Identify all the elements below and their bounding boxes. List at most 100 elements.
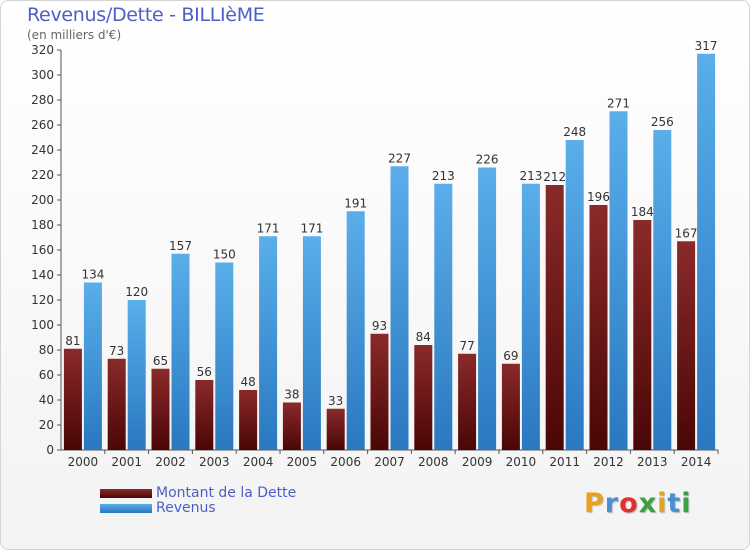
data-label-debt: 212 xyxy=(543,170,566,184)
logo-letter: P xyxy=(584,488,605,519)
bar-debt xyxy=(282,402,301,450)
bars: 81 134 73 120 65 157 56 150 48 171 38 171 33 191 93 227… xyxy=(63,39,718,450)
data-label-revenus: 227 xyxy=(388,151,411,165)
y-tick-label: 120 xyxy=(31,293,54,307)
x-tick-label: 2006 xyxy=(330,455,361,469)
bar-revenus xyxy=(609,111,628,450)
data-label-revenus: 317 xyxy=(695,39,718,53)
data-label-revenus: 256 xyxy=(651,115,674,129)
y-tick-label: 260 xyxy=(31,118,54,132)
data-label-revenus: 213 xyxy=(519,169,542,183)
logo-letter: t xyxy=(667,488,682,519)
data-label-debt: 167 xyxy=(675,226,698,240)
x-tick-label: 2010 xyxy=(506,455,537,469)
data-label-debt: 56 xyxy=(197,365,212,379)
bar-revenus xyxy=(565,140,584,450)
data-label-revenus: 120 xyxy=(125,285,148,299)
y-axis: 0 20 40 60 80 100 120 140 160 180 200 220 240 260 280 3… xyxy=(31,43,62,457)
chart-subtitle: (en milliers d'€) xyxy=(27,28,122,42)
legend-item-revenus: Revenus xyxy=(100,501,296,516)
data-label-revenus: 134 xyxy=(81,268,104,282)
data-label-revenus: 171 xyxy=(257,221,280,235)
bar-revenus xyxy=(259,236,278,450)
x-tick-label: 2011 xyxy=(549,455,580,469)
y-tick-label: 100 xyxy=(31,318,54,332)
x-tick-label: 2014 xyxy=(681,455,712,469)
y-tick-label: 300 xyxy=(31,68,54,82)
bar-debt xyxy=(677,241,696,450)
data-label-revenus: 191 xyxy=(344,196,367,210)
bar-debt xyxy=(107,358,126,450)
x-tick-label: 2007 xyxy=(374,455,405,469)
bar-debt xyxy=(239,390,258,450)
logo-letter: i xyxy=(657,488,668,519)
bar-revenus xyxy=(653,130,672,450)
bar-revenus xyxy=(390,166,409,450)
data-label-revenus: 226 xyxy=(476,153,499,167)
data-label-revenus: 150 xyxy=(213,248,236,262)
bar-revenus xyxy=(478,167,497,450)
y-tick-label: 60 xyxy=(39,368,54,382)
bar-debt xyxy=(195,380,214,450)
x-tick-label: 2003 xyxy=(199,455,230,469)
y-tick-label: 0 xyxy=(46,443,54,457)
data-label-debt: 65 xyxy=(153,354,168,368)
y-tick-label: 20 xyxy=(39,418,54,432)
y-tick-label: 160 xyxy=(31,243,54,257)
x-tick-label: 2009 xyxy=(462,455,493,469)
bar-revenus xyxy=(171,253,190,450)
x-tick-label: 2004 xyxy=(243,455,274,469)
x-tick-label: 2002 xyxy=(155,455,186,469)
bar-chart: 0 20 40 60 80 100 120 140 160 180 200 220 240 260 280 3… xyxy=(31,39,719,469)
data-label-debt: 69 xyxy=(503,349,518,363)
chart-title: Revenus/Dette - BILLIèME xyxy=(27,4,265,26)
y-tick-label: 180 xyxy=(31,218,54,232)
data-label-debt: 81 xyxy=(65,334,80,348)
data-label-debt: 77 xyxy=(459,339,474,353)
data-label-revenus: 213 xyxy=(432,169,455,183)
bar-debt xyxy=(63,348,82,450)
bar-debt xyxy=(633,220,652,450)
bar-debt xyxy=(151,368,170,450)
x-tick-label: 2001 xyxy=(111,455,142,469)
x-tick-label: 2000 xyxy=(68,455,99,469)
logo-letter: r xyxy=(604,488,620,519)
bar-revenus xyxy=(434,183,453,450)
logo-letter: o xyxy=(619,488,639,519)
bar-debt xyxy=(501,363,520,450)
x-tick-label: 2008 xyxy=(418,455,449,469)
y-tick-label: 280 xyxy=(31,93,54,107)
y-tick-label: 320 xyxy=(31,43,54,57)
bar-revenus xyxy=(215,262,234,450)
data-label-debt: 38 xyxy=(284,388,299,402)
bar-debt xyxy=(458,353,477,450)
legend-label-revenus: Revenus xyxy=(156,500,216,516)
data-label-debt: 93 xyxy=(372,319,387,333)
y-tick-label: 40 xyxy=(39,393,54,407)
data-label-debt: 184 xyxy=(631,205,654,219)
bar-revenus xyxy=(346,211,365,450)
y-tick-label: 140 xyxy=(31,268,54,282)
bar-revenus xyxy=(302,236,321,450)
bar-revenus xyxy=(697,53,716,450)
y-tick-label: 240 xyxy=(31,143,54,157)
data-label-debt: 73 xyxy=(109,344,124,358)
data-label-debt: 196 xyxy=(587,190,610,204)
bar-debt xyxy=(370,333,389,450)
logo-letter: x xyxy=(638,488,658,519)
legend-label-debt: Montant de la Dette xyxy=(156,485,297,501)
y-tick-label: 200 xyxy=(31,193,54,207)
bar-debt xyxy=(545,185,564,450)
x-axis: 2000 2001 2002 2003 2004 2005 2006 2007 2008 2009… xyxy=(61,449,719,469)
data-label-revenus: 271 xyxy=(607,96,630,110)
x-tick-label: 2012 xyxy=(593,455,624,469)
legend-swatch-debt xyxy=(100,489,152,498)
proxiti-logo: Proxiti xyxy=(584,488,692,519)
logo-letter: i xyxy=(681,488,692,519)
data-label-revenus: 248 xyxy=(563,125,586,139)
bar-revenus xyxy=(127,300,146,450)
data-label-debt: 33 xyxy=(328,394,343,408)
x-tick-label: 2013 xyxy=(637,455,668,469)
bar-debt xyxy=(589,205,608,450)
data-label-revenus: 171 xyxy=(300,221,323,235)
